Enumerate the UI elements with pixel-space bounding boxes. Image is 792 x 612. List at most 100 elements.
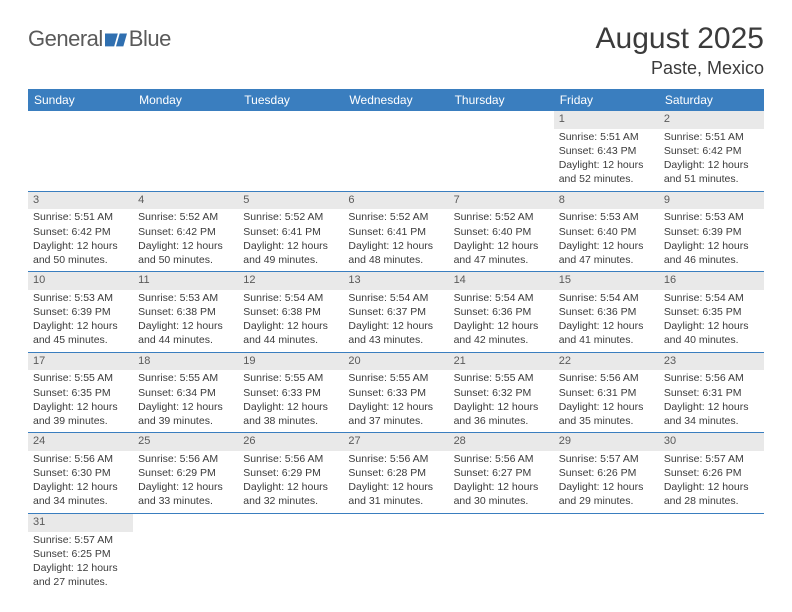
daylight-text: and 49 minutes. [243,253,338,267]
sunrise-text: Sunrise: 5:56 AM [664,371,759,385]
sunset-text: Sunset: 6:39 PM [33,305,128,319]
calendar-day-cell: 11Sunrise: 5:53 AMSunset: 6:38 PMDayligh… [133,272,238,353]
sunset-text: Sunset: 6:27 PM [454,466,549,480]
day-number: 8 [559,193,654,208]
sunset-text: Sunset: 6:38 PM [138,305,233,319]
sunset-text: Sunset: 6:28 PM [348,466,443,480]
daylight-text: Daylight: 12 hours [559,158,654,172]
calendar-empty-cell [659,513,764,593]
daylight-text: and 52 minutes. [559,172,654,186]
sunrise-text: Sunrise: 5:55 AM [138,371,233,385]
calendar-day-cell: 5Sunrise: 5:52 AMSunset: 6:41 PMDaylight… [238,191,343,272]
day-header: Monday [133,89,238,111]
sunset-text: Sunset: 6:25 PM [33,547,128,561]
calendar-empty-cell [28,111,133,191]
sunrise-text: Sunrise: 5:54 AM [664,291,759,305]
calendar-day-cell: 7Sunrise: 5:52 AMSunset: 6:40 PMDaylight… [449,191,554,272]
day-number: 15 [559,273,654,288]
sunset-text: Sunset: 6:35 PM [33,386,128,400]
sunset-text: Sunset: 6:42 PM [33,225,128,239]
calendar-day-cell: 4Sunrise: 5:52 AMSunset: 6:42 PMDaylight… [133,191,238,272]
daylight-text: Daylight: 12 hours [559,239,654,253]
sunset-text: Sunset: 6:34 PM [138,386,233,400]
title-block: August 2025 Paste, Mexico [596,22,764,79]
daylight-text: and 41 minutes. [559,333,654,347]
sunset-text: Sunset: 6:40 PM [454,225,549,239]
calendar-week-row: 17Sunrise: 5:55 AMSunset: 6:35 PMDayligh… [28,352,764,433]
daylight-text: Daylight: 12 hours [664,400,759,414]
daylight-text: Daylight: 12 hours [33,400,128,414]
page-header: General Blue August 2025 Paste, Mexico [28,22,764,79]
day-number: 26 [243,434,338,449]
calendar-day-cell: 3Sunrise: 5:51 AMSunset: 6:42 PMDaylight… [28,191,133,272]
day-number: 3 [33,193,128,208]
day-number: 9 [664,193,759,208]
sunset-text: Sunset: 6:39 PM [664,225,759,239]
calendar-day-cell: 27Sunrise: 5:56 AMSunset: 6:28 PMDayligh… [343,433,448,514]
daylight-text: and 50 minutes. [138,253,233,267]
day-number: 5 [243,193,338,208]
day-number: 14 [454,273,549,288]
day-number: 31 [33,515,128,530]
day-number: 17 [33,354,128,369]
daylight-text: Daylight: 12 hours [559,400,654,414]
sunset-text: Sunset: 6:40 PM [559,225,654,239]
daylight-text: and 46 minutes. [664,253,759,267]
sunset-text: Sunset: 6:37 PM [348,305,443,319]
sunrise-text: Sunrise: 5:53 AM [138,291,233,305]
sunrise-text: Sunrise: 5:56 AM [243,452,338,466]
daylight-text: and 47 minutes. [454,253,549,267]
daylight-text: Daylight: 12 hours [243,239,338,253]
daylight-text: Daylight: 12 hours [664,239,759,253]
daylight-text: Daylight: 12 hours [664,480,759,494]
daylight-text: and 50 minutes. [33,253,128,267]
calendar-empty-cell [343,513,448,593]
day-number: 21 [454,354,549,369]
daylight-text: Daylight: 12 hours [454,480,549,494]
calendar-day-cell: 29Sunrise: 5:57 AMSunset: 6:26 PMDayligh… [554,433,659,514]
daylight-text: and 45 minutes. [33,333,128,347]
sunrise-text: Sunrise: 5:52 AM [243,210,338,224]
calendar-day-cell: 26Sunrise: 5:56 AMSunset: 6:29 PMDayligh… [238,433,343,514]
sunrise-text: Sunrise: 5:54 AM [243,291,338,305]
calendar-day-cell: 12Sunrise: 5:54 AMSunset: 6:38 PMDayligh… [238,272,343,353]
logo-flag-icon [105,31,127,47]
sunset-text: Sunset: 6:38 PM [243,305,338,319]
day-header: Tuesday [238,89,343,111]
day-number: 1 [559,112,654,127]
daylight-text: and 51 minutes. [664,172,759,186]
sunset-text: Sunset: 6:33 PM [348,386,443,400]
sunset-text: Sunset: 6:42 PM [138,225,233,239]
calendar-empty-cell [449,513,554,593]
calendar-day-cell: 21Sunrise: 5:55 AMSunset: 6:32 PMDayligh… [449,352,554,433]
daylight-text: Daylight: 12 hours [348,400,443,414]
calendar-week-row: 1Sunrise: 5:51 AMSunset: 6:43 PMDaylight… [28,111,764,191]
calendar-week-row: 24Sunrise: 5:56 AMSunset: 6:30 PMDayligh… [28,433,764,514]
day-number: 16 [664,273,759,288]
sunset-text: Sunset: 6:43 PM [559,144,654,158]
sunset-text: Sunset: 6:29 PM [138,466,233,480]
calendar-day-cell: 6Sunrise: 5:52 AMSunset: 6:41 PMDaylight… [343,191,448,272]
sunrise-text: Sunrise: 5:57 AM [664,452,759,466]
calendar-day-cell: 10Sunrise: 5:53 AMSunset: 6:39 PMDayligh… [28,272,133,353]
sunrise-text: Sunrise: 5:55 AM [454,371,549,385]
calendar-day-cell: 15Sunrise: 5:54 AMSunset: 6:36 PMDayligh… [554,272,659,353]
sunrise-text: Sunrise: 5:51 AM [664,130,759,144]
day-number: 22 [559,354,654,369]
sunset-text: Sunset: 6:36 PM [559,305,654,319]
sunrise-text: Sunrise: 5:53 AM [664,210,759,224]
sunrise-text: Sunrise: 5:52 AM [138,210,233,224]
daylight-text: Daylight: 12 hours [138,239,233,253]
sunrise-text: Sunrise: 5:52 AM [348,210,443,224]
day-number: 11 [138,273,233,288]
day-number: 20 [348,354,443,369]
daylight-text: and 38 minutes. [243,414,338,428]
sunrise-text: Sunrise: 5:51 AM [559,130,654,144]
sunrise-text: Sunrise: 5:55 AM [33,371,128,385]
sunrise-text: Sunrise: 5:56 AM [33,452,128,466]
sunrise-text: Sunrise: 5:56 AM [138,452,233,466]
calendar-day-cell: 8Sunrise: 5:53 AMSunset: 6:40 PMDaylight… [554,191,659,272]
calendar-day-cell: 28Sunrise: 5:56 AMSunset: 6:27 PMDayligh… [449,433,554,514]
calendar-table: SundayMondayTuesdayWednesdayThursdayFrid… [28,89,764,593]
daylight-text: and 47 minutes. [559,253,654,267]
